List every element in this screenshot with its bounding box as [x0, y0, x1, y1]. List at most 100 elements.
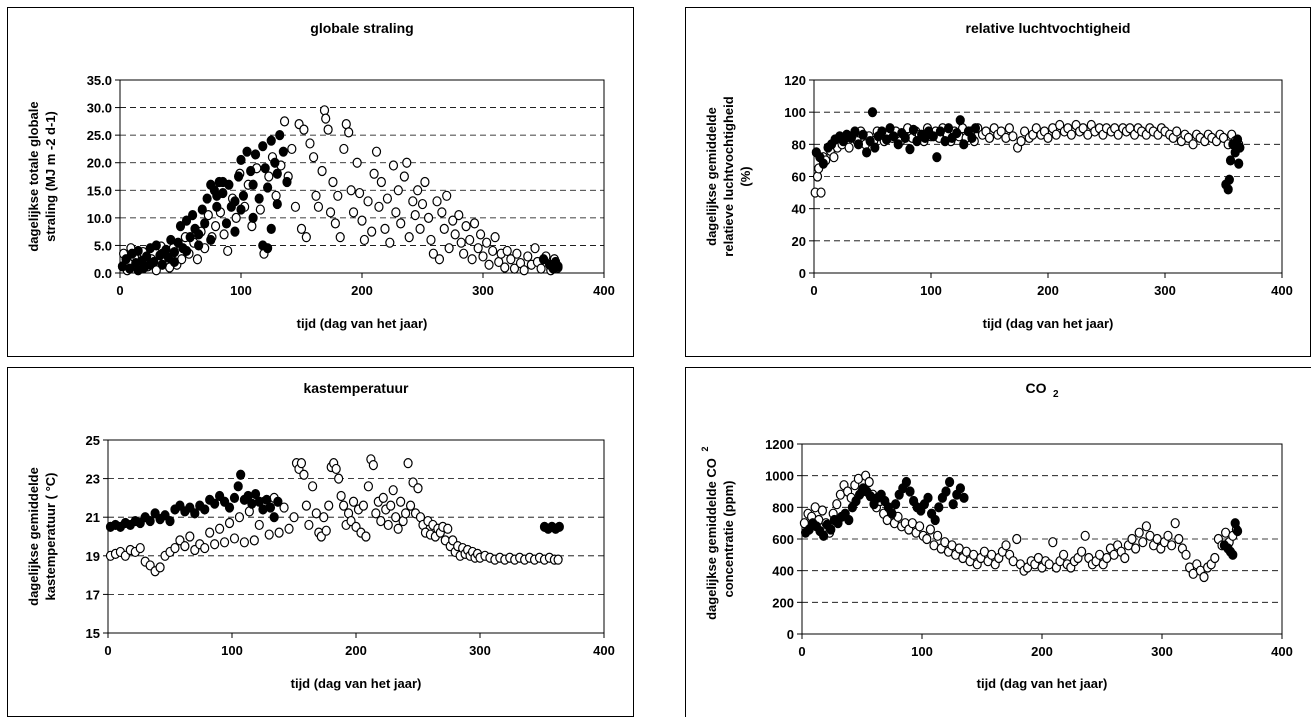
data-point-open [185, 531, 195, 542]
y-tick-label: 60 [792, 170, 806, 185]
data-point-open [317, 165, 327, 177]
y-tick-label: 0.0 [94, 266, 112, 281]
y-tick-label: 20 [792, 234, 806, 249]
data-point-open [279, 116, 290, 127]
data-point-open [239, 537, 249, 548]
data-point-filled [553, 261, 563, 272]
data-point-filled [945, 476, 955, 488]
data-point-filled [818, 158, 828, 169]
data-point-open [247, 221, 257, 232]
data-point-open [255, 204, 265, 215]
data-point-open [376, 515, 386, 527]
data-point-open [1020, 126, 1030, 137]
data-point-open [1080, 530, 1090, 541]
data-point-filled [210, 498, 220, 509]
data-point-open [1078, 123, 1088, 134]
data-point-open [210, 221, 221, 232]
data-point-open [308, 481, 318, 492]
data-point-open [354, 187, 365, 199]
data-point-open [465, 234, 475, 246]
y-tick-label: 15.0 [87, 183, 112, 198]
data-point-filled [157, 259, 167, 270]
data-point-filled [273, 496, 283, 507]
data-point-open [333, 190, 343, 201]
y-tick-label: 0 [799, 266, 806, 281]
y-axis-label-line1: dagelijkse totale globale [26, 101, 41, 251]
data-point-open [426, 234, 436, 246]
data-point-open [832, 499, 842, 510]
chart-title: relative luchtvochtigheid [966, 20, 1131, 36]
data-point-open [484, 259, 494, 270]
data-point-open [391, 512, 401, 523]
y-axis-label-line2: concentratie (ppm) [721, 480, 736, 597]
y-axis-label-line2: kastemperatuur ( °C) [43, 472, 58, 600]
data-point-open [1055, 119, 1065, 131]
data-point-open [319, 105, 330, 116]
data-point-filled [145, 515, 155, 527]
data-point-open [229, 533, 240, 544]
data-point-filled [194, 240, 204, 251]
data-point-filled [952, 127, 962, 139]
y-tick-label: 100 [784, 105, 806, 120]
data-point-open [264, 171, 274, 182]
data-point-filled [266, 223, 276, 234]
data-point-filled [236, 154, 246, 166]
x-tick-label: 0 [798, 644, 805, 659]
data-point-open [984, 132, 995, 143]
data-point-open [461, 221, 471, 232]
data-point-filled [1225, 155, 1236, 166]
y-axis-label-subscript: 2 [700, 446, 710, 451]
data-point-filled [908, 124, 919, 135]
data-point-open [296, 458, 307, 469]
data-point-open [488, 245, 498, 257]
data-point-open [319, 512, 329, 523]
data-point-open [358, 500, 369, 511]
series-filled [811, 107, 1245, 195]
data-point-open [371, 508, 381, 519]
x-tick-label: 400 [593, 283, 615, 298]
data-point-open [328, 176, 338, 188]
x-tick-label: 300 [1154, 283, 1176, 298]
data-point-open [1008, 131, 1018, 142]
data-point-open [410, 210, 420, 221]
data-point-open [915, 521, 925, 532]
data-point-open [299, 469, 309, 480]
data-point-filled [254, 193, 264, 204]
data-point-filled [943, 123, 954, 134]
data-point-open [408, 196, 418, 207]
data-point-filled [125, 263, 135, 274]
data-point-filled [133, 265, 143, 276]
data-point-open [1163, 530, 1173, 541]
data-point-open [996, 126, 1006, 137]
data-point-filled [218, 176, 228, 188]
data-point-open [309, 152, 319, 163]
data-point-open [553, 554, 563, 565]
chart-kastemperatuur: kastemperatuur 15 17 19 21 23 25 0 100 200 300 400 t… [26, 380, 615, 691]
data-point-open [359, 234, 370, 246]
data-point-open [1210, 552, 1220, 564]
data-point-open [299, 124, 309, 135]
data-point-open [933, 530, 943, 541]
data-point-open [1001, 540, 1011, 551]
data-point-open [864, 476, 874, 488]
data-point-open [323, 124, 333, 135]
x-tick-label: 400 [1271, 644, 1293, 659]
data-point-filled [932, 152, 942, 163]
y-tick-label: 25.0 [87, 128, 112, 143]
data-point-open [170, 542, 180, 554]
data-point-filled [248, 212, 258, 223]
data-point-open [371, 146, 382, 157]
data-point-filled [912, 136, 922, 147]
data-point-open [224, 517, 235, 529]
x-tick-label: 100 [230, 283, 252, 298]
chart-title-subscript: 2 [1053, 389, 1059, 400]
data-point-open [1167, 540, 1177, 551]
data-point-open [475, 229, 486, 240]
data-point-open [388, 485, 398, 496]
data-point-open [1127, 533, 1137, 545]
data-point-open [509, 263, 520, 274]
data-point-filled [145, 259, 155, 270]
data-point-filled [891, 499, 901, 510]
data-point-open [363, 481, 373, 492]
data-point-filled [278, 146, 288, 157]
